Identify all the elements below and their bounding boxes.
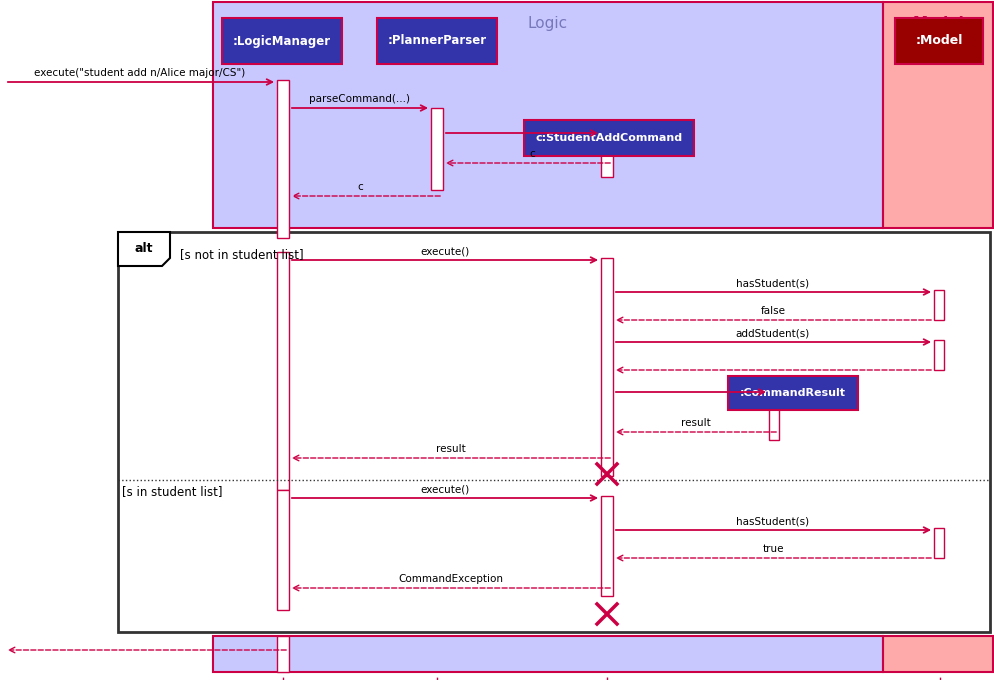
FancyBboxPatch shape bbox=[895, 18, 983, 64]
Text: [s not in student list]: [s not in student list] bbox=[180, 248, 303, 261]
Text: [s in student list]: [s in student list] bbox=[122, 485, 223, 498]
Polygon shape bbox=[118, 232, 170, 266]
Text: :CommandResult: :CommandResult bbox=[740, 388, 846, 398]
FancyBboxPatch shape bbox=[769, 390, 779, 440]
Text: CommandException: CommandException bbox=[399, 574, 504, 584]
Text: Model: Model bbox=[912, 16, 964, 31]
Text: false: false bbox=[760, 306, 785, 316]
Text: :Model: :Model bbox=[915, 35, 962, 48]
FancyBboxPatch shape bbox=[934, 528, 944, 558]
FancyBboxPatch shape bbox=[601, 496, 613, 596]
Text: hasStudent(s): hasStudent(s) bbox=[737, 278, 809, 288]
Text: addStudent(s): addStudent(s) bbox=[736, 328, 810, 338]
Text: true: true bbox=[762, 544, 783, 554]
Text: :PlannerParser: :PlannerParser bbox=[388, 35, 486, 48]
FancyBboxPatch shape bbox=[277, 636, 289, 672]
FancyBboxPatch shape bbox=[728, 376, 858, 410]
Text: execute("student add n/Alice major/CS"): execute("student add n/Alice major/CS") bbox=[35, 68, 246, 78]
FancyBboxPatch shape bbox=[213, 636, 883, 672]
FancyBboxPatch shape bbox=[883, 2, 993, 228]
Text: c:StudentAddCommand: c:StudentAddCommand bbox=[536, 133, 683, 143]
FancyBboxPatch shape bbox=[934, 340, 944, 370]
FancyBboxPatch shape bbox=[118, 232, 990, 632]
FancyBboxPatch shape bbox=[277, 252, 289, 490]
FancyBboxPatch shape bbox=[601, 133, 613, 177]
FancyBboxPatch shape bbox=[277, 80, 289, 238]
FancyBboxPatch shape bbox=[277, 490, 289, 610]
FancyBboxPatch shape bbox=[601, 258, 613, 476]
Text: result: result bbox=[436, 444, 466, 454]
FancyBboxPatch shape bbox=[377, 18, 497, 64]
Text: parseCommand(...): parseCommand(...) bbox=[309, 94, 411, 104]
Text: execute(): execute() bbox=[420, 484, 469, 494]
FancyBboxPatch shape bbox=[883, 636, 993, 672]
Text: result: result bbox=[681, 418, 711, 428]
FancyBboxPatch shape bbox=[934, 290, 944, 320]
Text: alt: alt bbox=[135, 243, 153, 256]
Text: execute(): execute() bbox=[420, 246, 469, 256]
Text: Logic: Logic bbox=[528, 16, 568, 31]
Text: c: c bbox=[357, 182, 363, 192]
Text: c: c bbox=[529, 149, 535, 159]
FancyBboxPatch shape bbox=[431, 108, 443, 190]
FancyBboxPatch shape bbox=[524, 120, 694, 156]
FancyBboxPatch shape bbox=[222, 18, 342, 64]
Text: hasStudent(s): hasStudent(s) bbox=[737, 516, 809, 526]
FancyBboxPatch shape bbox=[213, 2, 883, 228]
Text: :LogicManager: :LogicManager bbox=[233, 35, 331, 48]
